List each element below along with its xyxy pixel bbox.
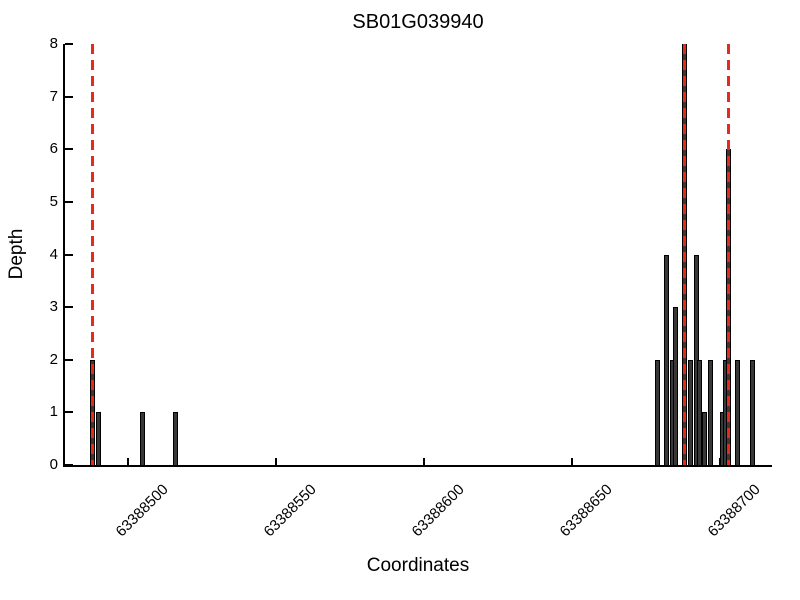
depth-bar (702, 412, 708, 466)
depth-bar (687, 359, 693, 466)
depth-bar (734, 359, 740, 466)
x-tick-label: 63388550 (260, 481, 321, 541)
depth-bar (669, 359, 675, 466)
depth-bar (663, 254, 669, 466)
y-tick-mark (65, 200, 73, 203)
y-tick-label: 1 (49, 403, 58, 421)
y-tick-mark (65, 253, 73, 256)
y-tick-label: 6 (49, 140, 58, 158)
x-tick-label: 63388700 (704, 481, 764, 541)
depth-bar (140, 412, 146, 466)
y-tick-label: 3 (49, 298, 58, 316)
depth-bar (708, 359, 714, 466)
depth-bar (96, 412, 102, 466)
depth-bar (672, 307, 678, 466)
x-axis-spine (63, 465, 772, 467)
y-tick-mark (65, 306, 73, 309)
y-tick-mark (65, 43, 73, 45)
depth-bar (681, 44, 687, 466)
x-tick-label: 63388600 (408, 481, 468, 541)
x-tick-label: 63388650 (556, 481, 616, 541)
depth-bar (696, 359, 702, 466)
y-tick-label: 0 (49, 456, 58, 473)
y-tick-label: 7 (49, 87, 58, 105)
y-tick-mark (65, 358, 73, 361)
depth-bar (749, 359, 755, 466)
y-tick-label: 2 (49, 350, 58, 368)
y-tick-mark (65, 411, 73, 414)
red-dashed-marker-line (91, 44, 95, 465)
red-dashed-marker-line (682, 44, 686, 465)
y-axis-spine (63, 44, 65, 467)
y-tick-mark (65, 95, 73, 98)
depth-bar (655, 359, 661, 466)
y-axis-label: Depth (6, 228, 27, 280)
chart-title: SB01G039940 (352, 11, 484, 33)
x-axis-label: Coordinates (366, 555, 470, 576)
y-tick-mark (65, 148, 73, 151)
depth-bar (720, 412, 726, 466)
depth-bar (726, 149, 732, 466)
depth-bar (90, 359, 96, 466)
y-tick-label: 8 (49, 35, 58, 52)
red-dashed-marker-line (727, 44, 731, 465)
depth-bar (693, 254, 699, 466)
depth-bar (172, 412, 178, 466)
x-tick-label: 63388500 (112, 481, 173, 541)
depth-bar (723, 359, 729, 466)
y-tick-label: 5 (49, 192, 58, 210)
